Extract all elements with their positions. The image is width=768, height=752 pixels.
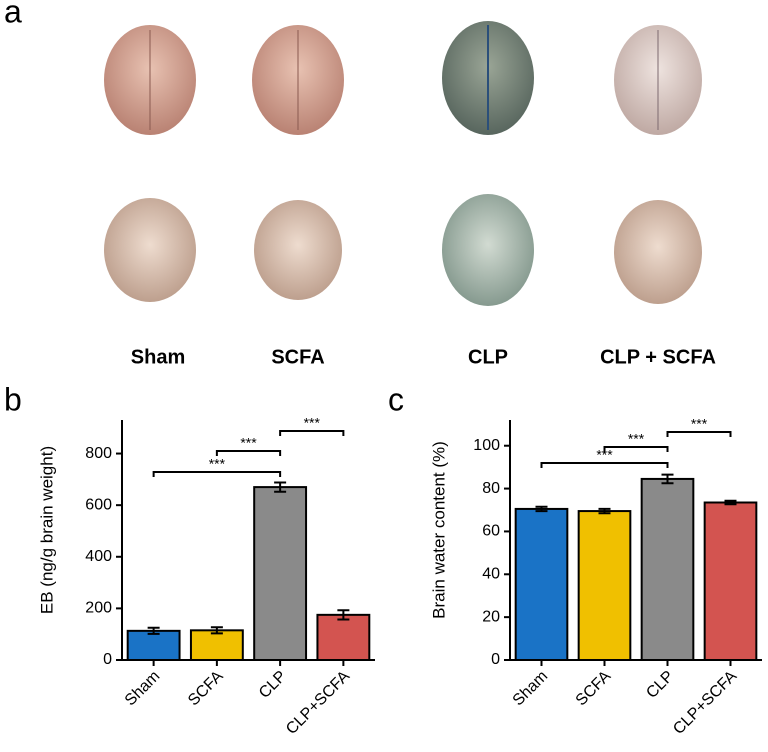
x-tick-label: SCFA — [185, 668, 227, 710]
significance-label: *** — [596, 447, 613, 463]
significance-label: *** — [628, 431, 645, 447]
x-tick-label: Sham — [510, 668, 552, 710]
y-axis-label: EB (ng/g brain weight) — [37, 446, 56, 614]
y-tick-label: 0 — [103, 651, 112, 668]
panel-label: c — [388, 381, 404, 417]
x-tick-label: CLP — [643, 668, 677, 702]
y-tick-label: 200 — [85, 600, 112, 617]
group-label: CLP — [468, 346, 508, 368]
error-bar — [724, 499, 737, 506]
y-tick-label: 0 — [491, 651, 500, 668]
significance-label: *** — [240, 435, 257, 451]
error-bar — [274, 481, 287, 493]
group-label: CLP + SCFA — [600, 346, 716, 368]
error-bar — [337, 609, 350, 621]
significance-bracket — [666, 431, 732, 437]
significance-bracket — [215, 450, 282, 456]
bar — [514, 507, 569, 661]
group-label: Sham — [131, 346, 185, 368]
panel-label: b — [4, 381, 22, 417]
y-tick-label: 40 — [482, 566, 500, 583]
significance-label: *** — [304, 415, 321, 431]
y-tick-label: 60 — [482, 523, 500, 540]
significance-bracket — [540, 462, 669, 468]
y-tick-label: 400 — [85, 548, 112, 565]
y-tick-label: 20 — [482, 608, 500, 625]
error-bar — [598, 507, 611, 515]
significance-label: *** — [209, 456, 226, 472]
significance-label: *** — [691, 416, 708, 432]
y-tick-label: 100 — [473, 437, 500, 454]
bar — [189, 629, 244, 661]
bar — [703, 501, 758, 661]
significance-bracket — [603, 446, 669, 452]
bar — [253, 486, 308, 661]
error-bar — [661, 473, 674, 485]
significance-bracket — [279, 430, 345, 436]
x-tick-label: SCFA — [573, 668, 615, 710]
group-label: SCFA — [271, 346, 324, 368]
bar — [577, 510, 632, 662]
y-tick-label: 800 — [85, 445, 112, 462]
y-tick-label: 80 — [482, 480, 500, 497]
bar — [640, 477, 695, 661]
bar — [316, 613, 371, 661]
error-bar — [535, 505, 548, 513]
error-bar — [147, 626, 160, 635]
y-tick-label: 600 — [85, 496, 112, 513]
brain-photos — [104, 21, 702, 306]
panel-label: a — [4, 0, 22, 29]
x-tick-label: CLP — [256, 668, 290, 702]
x-tick-label: CLP+SCFA — [670, 668, 740, 738]
error-bar — [210, 626, 223, 635]
significance-bracket — [152, 471, 282, 477]
bar — [126, 629, 181, 661]
y-axis-label: Brain water content (%) — [429, 441, 448, 619]
x-tick-label: CLP+SCFA — [283, 668, 353, 738]
x-tick-label: Sham — [122, 668, 164, 710]
